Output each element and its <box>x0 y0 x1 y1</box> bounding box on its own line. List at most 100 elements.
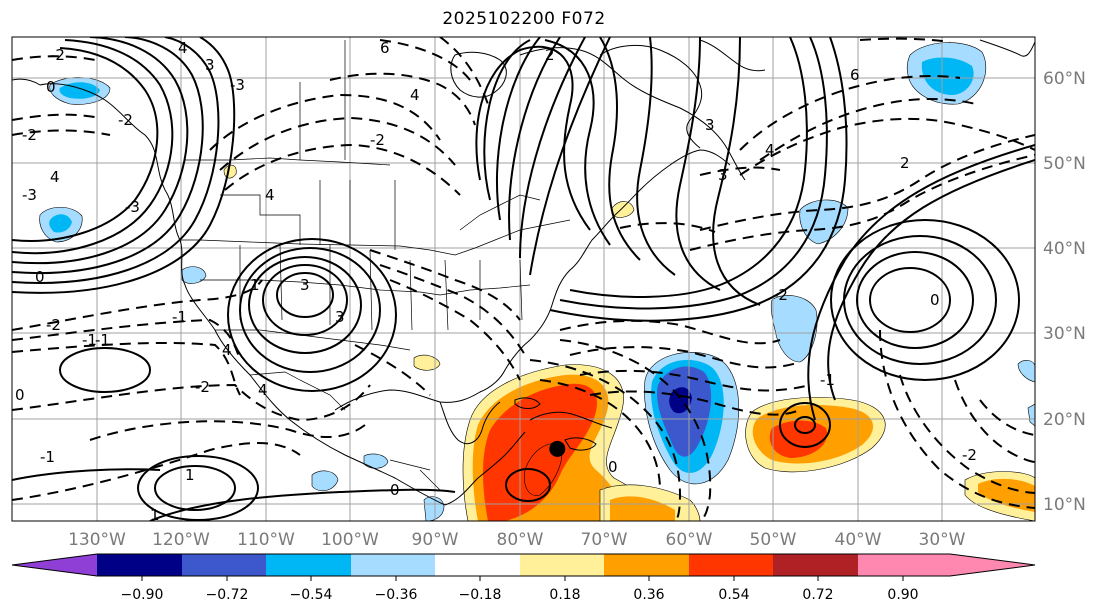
contour-label: 0 <box>15 386 25 404</box>
longitude-label: 90°W <box>412 530 459 550</box>
contour-label: 0 <box>608 458 618 476</box>
longitude-label: 30°W <box>919 530 966 550</box>
contour-label: -2 <box>46 316 61 334</box>
colorbar-segment <box>773 554 858 576</box>
colorbar-segment <box>266 554 351 576</box>
contour-label: -1 <box>82 331 97 349</box>
colorbar-tick-label: 0.54 <box>718 587 749 603</box>
contour-label: -1 <box>172 308 187 326</box>
latitude-label: 40°N <box>1043 239 1086 259</box>
small-negative-4 <box>423 496 445 521</box>
latitude-label: 20°N <box>1043 410 1086 430</box>
contour-label: -3 <box>22 186 37 204</box>
colorbar-extend-low <box>12 554 97 576</box>
contour-label: 4 <box>410 86 420 104</box>
contour-label: -2 <box>50 46 65 64</box>
contour-label-group: 4 -2 3 0 -3 -2 6 4 -2 2 3 4 3 6 2 4 -3 -… <box>15 39 977 524</box>
colorbar-segment <box>689 554 773 576</box>
contour-label: -2 <box>370 131 385 149</box>
contour-label: 2 <box>900 154 910 172</box>
longitude-label: 80°W <box>497 530 544 550</box>
contour-label: 3 <box>300 276 310 294</box>
contour-label: 1 <box>185 466 195 484</box>
colorbar-outline <box>11 553 1036 577</box>
contour-label: -3 <box>230 76 245 94</box>
contour-label: 1 <box>250 276 260 294</box>
contour-label: 2 <box>545 46 555 64</box>
colorbar-tick-label: −0.18 <box>459 587 502 603</box>
latitude-label: 60°N <box>1043 69 1086 89</box>
longitude-label: 60°W <box>666 530 713 550</box>
caribbean-positive-inner <box>524 443 562 496</box>
longitude-label: 40°W <box>835 530 882 550</box>
colorbar-tick-label: 0.18 <box>549 587 580 603</box>
contour-label: -2 <box>195 378 210 396</box>
longitude-label: 50°W <box>750 530 797 550</box>
colorbar-tick-label: −0.72 <box>206 587 249 603</box>
contour-label: 4 <box>222 341 232 359</box>
colorbar-segment <box>351 554 435 576</box>
colorbar-tick-label: 0.72 <box>802 587 833 603</box>
pacific-negative-core <box>49 214 72 233</box>
contour-label: 6 <box>850 66 860 84</box>
gulf-yellow-patch <box>413 354 441 371</box>
longitude-label: 130°W <box>68 530 126 550</box>
contour-label: 4 <box>765 141 775 159</box>
latitude-label: 30°N <box>1043 324 1086 344</box>
contour-label: 0 <box>930 291 940 309</box>
map-frame <box>11 36 1036 522</box>
longitude-label: 110°W <box>237 530 295 550</box>
contour-label: -3 <box>125 198 140 216</box>
contour-label: 3 <box>205 56 215 74</box>
colorbar-segment <box>520 554 604 576</box>
contour-label: 3 <box>718 166 728 184</box>
contour-label: -1 <box>40 448 55 466</box>
contour-label: 0 <box>390 481 400 499</box>
contour-label: -2 <box>22 126 37 144</box>
colorbar-segment <box>182 554 266 576</box>
longitude-label: 120°W <box>152 530 210 550</box>
map-title: 2025102200 F072 <box>442 9 606 29</box>
small-negative-5 <box>1017 360 1035 383</box>
colorbar-segment <box>435 554 520 576</box>
contour-label: 4 <box>265 186 275 204</box>
colorbar-extend-high <box>858 554 1035 576</box>
colorbar-ticks <box>141 576 904 581</box>
contour-label: -2 <box>773 286 788 304</box>
shaded-anomaly-fields <box>39 42 1035 521</box>
small-negative-2 <box>311 470 339 492</box>
colorbar-segment <box>604 554 689 576</box>
contour-lines <box>12 37 1035 521</box>
contour-label: -1 <box>820 371 835 389</box>
colorbar-tick-label: 0.90 <box>887 587 918 603</box>
contour-label: 4 <box>258 381 268 399</box>
contour-label: 4 <box>50 168 60 186</box>
contour-label: 6 <box>380 39 390 57</box>
alaska-negative-core <box>59 82 100 99</box>
latitude-label: 10°N <box>1043 495 1086 515</box>
graticule <box>12 37 1035 521</box>
contour-label: -2 <box>118 111 133 129</box>
contour-label: 1 <box>150 506 160 524</box>
small-negative-6 <box>1027 403 1035 427</box>
latitude-label: 50°N <box>1043 154 1086 174</box>
colorbar-tick-label: 0.36 <box>633 587 664 603</box>
contour-label: -1 <box>95 331 110 349</box>
dashed-contour-lines <box>12 37 1035 521</box>
contour-label: 0 <box>46 78 56 96</box>
contour-label: -2 <box>962 446 977 464</box>
longitude-label: 100°W <box>321 530 379 550</box>
latitude-labels: 60°N 50°N 40°N 30°N 20°N 10°N <box>1043 69 1086 515</box>
colorbar-tick-label: −0.54 <box>290 587 333 603</box>
colorbar-tick-label: −0.90 <box>121 587 164 603</box>
contour-label: 4 <box>178 39 188 57</box>
colorbar-tick-label: −0.36 <box>375 587 418 603</box>
small-negative-3 <box>363 453 389 469</box>
longitude-label: 70°W <box>581 530 628 550</box>
maine-yellow-patch <box>611 201 635 218</box>
colorbar: −0.90 −0.72 −0.54 −0.36 −0.18 0.18 0.36 … <box>11 553 1036 603</box>
contour-label: 0 <box>35 268 45 286</box>
coastlines <box>12 39 1035 506</box>
small-negative-1 <box>181 266 207 284</box>
